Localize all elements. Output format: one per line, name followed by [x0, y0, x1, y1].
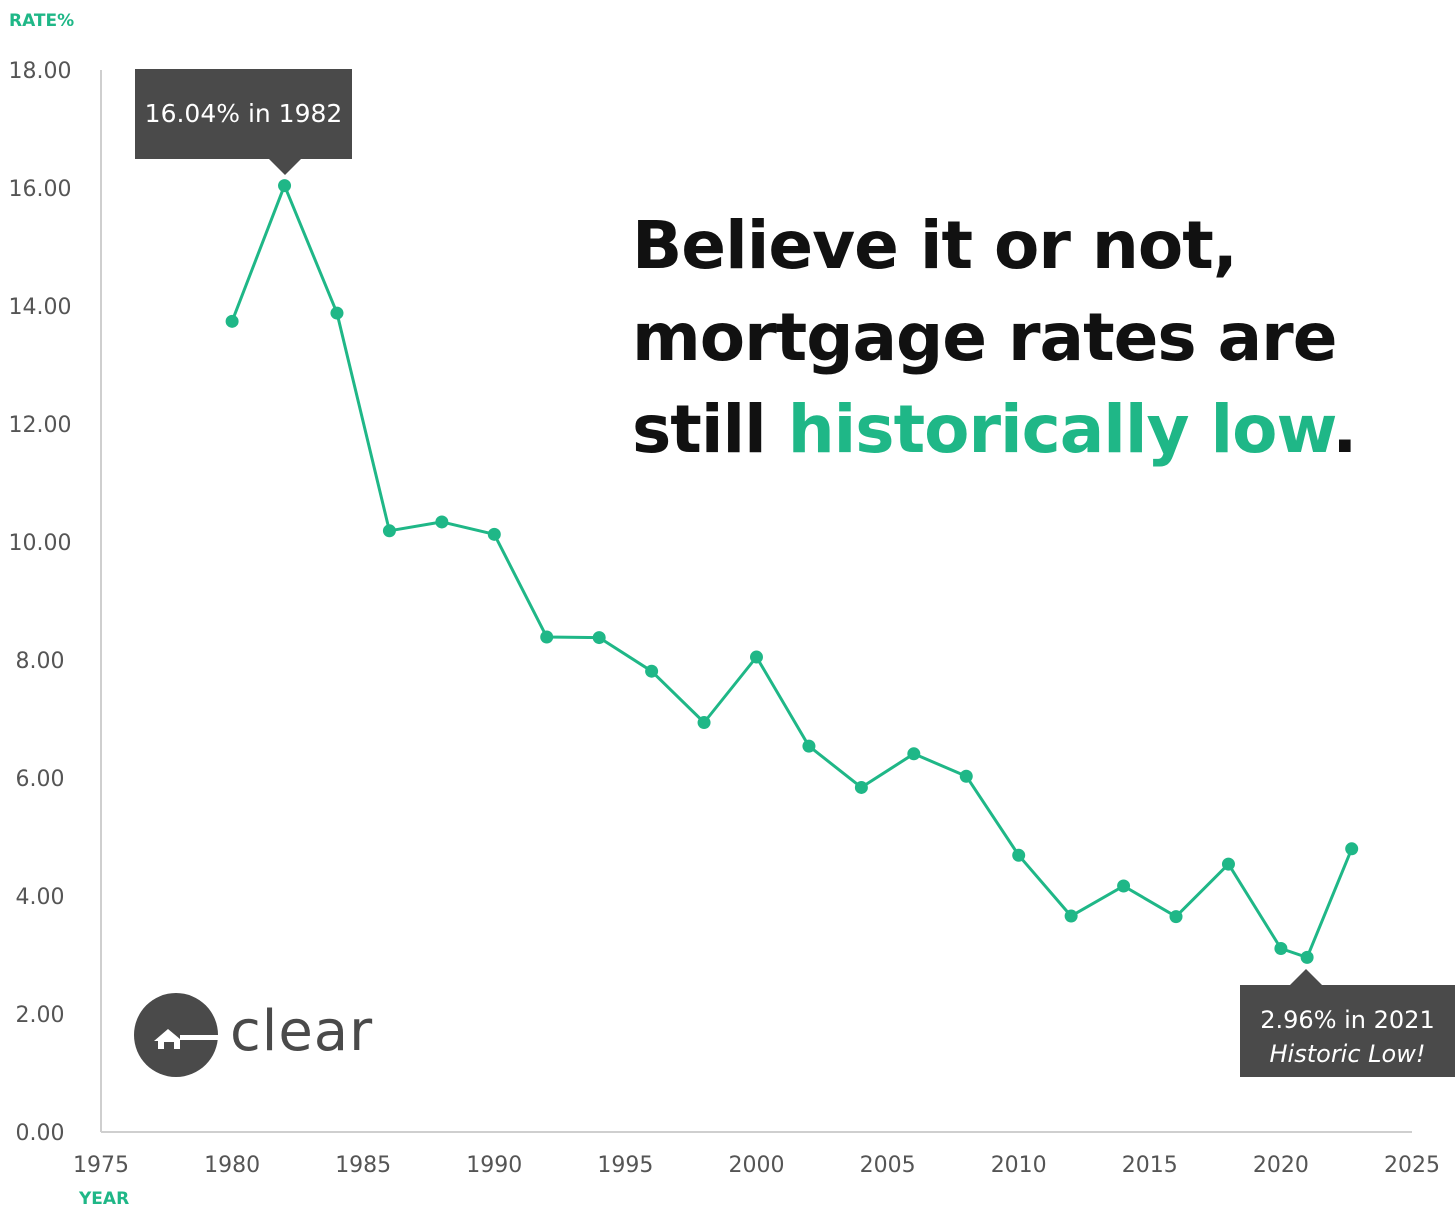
x-axis-title: YEAR [78, 1189, 129, 1208]
x-tick-label: 2000 [729, 1153, 785, 1178]
data-points [225, 179, 1359, 964]
data-point [382, 524, 396, 538]
data-point [225, 314, 239, 328]
x-tick-label: 1985 [335, 1153, 391, 1178]
headline-line-3-suffix: . [1332, 391, 1357, 468]
y-tick-label: 8.00 [16, 649, 65, 674]
y-tick-label: 0.00 [16, 1121, 65, 1146]
x-tick-label: 2020 [1253, 1153, 1309, 1178]
data-point [1221, 857, 1235, 871]
data-point [1064, 909, 1078, 923]
y-tick-label: 12.00 [9, 413, 72, 438]
y-axis-title: RATE% [9, 11, 74, 31]
data-point [854, 780, 868, 794]
brand-logo: clear [134, 993, 394, 1079]
headline-line-1: Believe it or not, [632, 207, 1238, 284]
headline-accent: historically low [787, 391, 1334, 468]
data-point [1169, 910, 1183, 924]
y-tick-label: 16.00 [9, 177, 72, 202]
data-point [750, 650, 763, 664]
data-point [592, 631, 606, 645]
data-point [802, 739, 816, 753]
x-tick-label: 1990 [466, 1153, 522, 1178]
y-tick-label: 2.00 [16, 1003, 65, 1028]
x-tick-label: 2025 [1384, 1153, 1440, 1178]
headline-line-3: still historically low. [632, 384, 1432, 476]
house-logo-icon [134, 993, 218, 1077]
x-tick-label: 2015 [1122, 1153, 1178, 1178]
headline: Believe it or not, mortgage rates are st… [632, 200, 1432, 476]
data-point [1345, 842, 1359, 856]
low-callout-note: Historic Low! [1269, 1040, 1426, 1068]
headline-line-3-prefix: still [632, 391, 788, 468]
headline-line-2: mortgage rates are [632, 299, 1338, 376]
y-tick-label: 6.00 [16, 767, 65, 792]
x-tick-label: 1995 [597, 1153, 653, 1178]
data-point [435, 515, 449, 529]
data-point [907, 747, 921, 761]
y-tick-label: 10.00 [9, 531, 72, 556]
data-point [1012, 848, 1026, 862]
data-point [278, 179, 292, 193]
x-tick-label: 1980 [204, 1153, 260, 1178]
data-point [645, 664, 659, 678]
y-tick-label: 4.00 [16, 885, 65, 910]
y-tick-label: 14.00 [9, 295, 72, 320]
data-point [1300, 950, 1314, 964]
logo-text: clear [230, 999, 374, 1064]
data-point [540, 630, 554, 644]
x-tick-label: 2010 [991, 1153, 1047, 1178]
data-point [697, 716, 711, 730]
x-tick-label: 1975 [73, 1153, 129, 1178]
data-point [330, 306, 344, 320]
peak-callout: 16.04% in 1982 [135, 69, 352, 175]
x-tick-label: 2005 [860, 1153, 916, 1178]
y-tick-labels: 0.00 2.00 4.00 6.00 8.00 10.00 12.00 14.00 16.00… [9, 59, 72, 1146]
data-point [1117, 879, 1131, 893]
low-callout: 2.96% in 2021 Historic Low! [1240, 969, 1455, 1077]
data-point [487, 527, 501, 541]
low-callout-value: 2.96% in 2021 [1260, 1006, 1435, 1034]
data-point [1274, 942, 1288, 956]
x-tick-labels: 1975 1980 1985 1990 1995 2000 2005 2010 2015 2020… [73, 1153, 1440, 1178]
data-point [959, 769, 973, 783]
y-tick-label: 18.00 [9, 59, 72, 84]
